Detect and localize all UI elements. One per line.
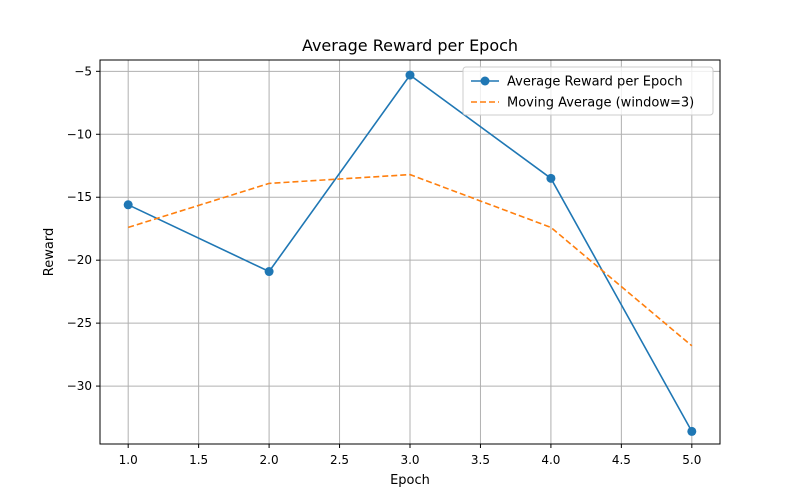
x-tick-label: 5.0 [682,453,701,467]
legend-box [462,66,714,116]
y-tick-label: −30 [67,379,92,393]
y-tick-label: −25 [67,316,92,330]
x-tick-label: 3.0 [400,453,419,467]
x-tick-label: 2.5 [330,453,349,467]
y-tick-label: −15 [67,190,92,204]
series-1-point [405,70,415,80]
y-tick-label: −20 [67,253,92,267]
series-1-point [687,426,697,436]
x-tick-label: 3.5 [471,453,490,467]
legend-label-2: Moving Average (window=3) [507,96,694,111]
y-tick-label: −10 [67,127,92,141]
x-tick-label: 4.5 [612,453,631,467]
x-tick-label: 2.0 [260,453,279,467]
legend-label-1: Average Reward per Epoch [507,75,683,90]
x-axis-label: Epoch [390,473,430,488]
series-1-point [264,267,274,277]
series-layer [123,70,697,436]
axis-ticks: 1.0 1.5 2.0 2.5 3.0 3.5 4.0 4.5 5.0 −30 −25 −20 −15 −… [67,64,702,467]
y-tick-label: −5 [74,64,92,78]
chart-title: Average Reward per Epoch [302,36,518,55]
series-line-2 [127,173,693,347]
x-tick-label: 1.5 [189,453,208,467]
x-tick-label: 4.0 [541,453,560,467]
x-tick-label: 1.0 [119,453,138,467]
y-axis-label: Reward [42,228,57,276]
legend-marker-1 [480,76,490,86]
legend: Average Reward per Epoch Moving Average (… [462,66,714,116]
series-1-point [123,200,133,210]
series-1-point [546,173,556,183]
